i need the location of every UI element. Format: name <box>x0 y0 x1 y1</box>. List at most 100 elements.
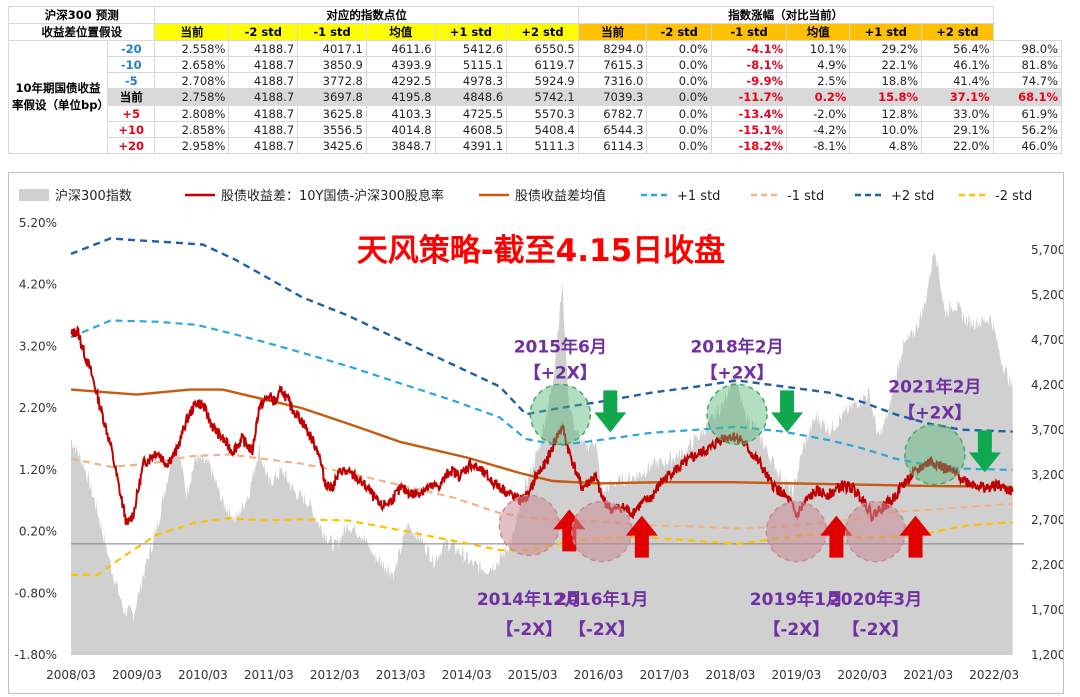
col-header-points: 均值 <box>365 23 436 41</box>
point-cell: 3625.8 <box>297 105 367 122</box>
col-header-points: -1 std <box>297 23 367 41</box>
row-label: 当前 <box>106 88 156 106</box>
point-cell: 4188.7 <box>228 121 299 138</box>
col-header-points: +2 std <box>506 23 579 41</box>
point-cell: 4188.7 <box>228 137 299 154</box>
x-tick-label: 2017/03 <box>640 668 690 682</box>
trough-highlight-circle <box>571 500 633 563</box>
change-cell: -4.1% <box>710 40 788 57</box>
down-arrow-icon <box>968 430 1001 473</box>
col-header-points: +1 std <box>434 23 508 41</box>
y-right-tick-label: 1,200 <box>1031 648 1063 662</box>
y-right-tick-label: 3,200 <box>1031 468 1063 482</box>
change-cell: -18.2% <box>710 137 788 154</box>
legend-label: 股债收益差：10Y国债-沪深300股息率 <box>221 188 444 204</box>
x-tick-label: 2020/03 <box>837 668 887 682</box>
annotation-date: 2019年1月 <box>750 589 843 610</box>
annotation-tag: 【+2X】 <box>898 402 971 423</box>
row-label: +20 <box>106 137 156 154</box>
x-tick-label: 2015/03 <box>508 668 558 682</box>
change-cell: 46.0% <box>992 137 1063 154</box>
y-right-tick-label: 3,700 <box>1031 423 1063 437</box>
annotation-date: 2016年1月 <box>555 589 648 610</box>
point-cell: 4188.7 <box>228 56 299 73</box>
row-yield: 2.808% <box>154 105 230 122</box>
row-label: +10 <box>106 121 156 138</box>
up-arrow-icon <box>899 515 932 558</box>
table-row: -5 2.708% 4188.7 3772.8 4292.5 4978.3 5924.9 73… <box>9 72 1063 89</box>
table-row: 当前 2.758% 4188.7 3697.8 4195.8 4848.6 5742.1 70… <box>9 88 1063 106</box>
change-cell: 0.0% <box>646 56 712 73</box>
change-cell: 0.2% <box>786 88 851 106</box>
row-yield: 2.958% <box>154 137 230 154</box>
y-left-tick-label: 0.20% <box>19 525 57 539</box>
point-cell: 5742.1 <box>506 88 579 106</box>
trough-highlight-circle <box>498 494 561 557</box>
row-yield: 2.658% <box>154 56 230 73</box>
trough-highlight-circle <box>765 500 828 563</box>
point-cell: 8294.0 <box>577 40 648 57</box>
change-cell: 15.8% <box>849 88 923 106</box>
point-cell: 3425.6 <box>297 137 367 154</box>
y-right-tick-label: 4,200 <box>1031 378 1063 392</box>
up-arrow-icon <box>820 515 853 558</box>
point-cell: 5924.9 <box>506 72 579 89</box>
x-tick-label: 2008/03 <box>46 668 96 682</box>
row-label: +5 <box>106 105 156 122</box>
change-cell: 12.8% <box>849 105 923 122</box>
point-cell: 3850.9 <box>297 56 367 73</box>
change-cell: 33.0% <box>921 105 994 122</box>
row-yield: 2.758% <box>154 88 230 106</box>
y-right-tick-label: 5,200 <box>1031 288 1063 302</box>
table-row: +20 2.958% 4188.7 3425.6 3848.7 4391.1 5111.3 6… <box>9 137 1063 154</box>
table-title-left-1: 沪深300 预测 <box>7 6 156 24</box>
row-yield: 2.858% <box>154 121 230 138</box>
peak-highlight-circle <box>904 423 966 486</box>
x-tick-label: 2016/03 <box>574 668 624 682</box>
point-cell: 5115.1 <box>434 56 508 73</box>
point-cell: 4195.8 <box>365 88 436 106</box>
table-row: -10 2.658% 4188.7 3850.9 4393.9 5115.1 6119.7 7… <box>9 56 1063 73</box>
annotation-date: 2018年2月 <box>690 336 783 357</box>
change-cell: 29.2% <box>849 40 923 57</box>
y-right-tick-label: 5,700 <box>1031 243 1063 257</box>
change-cell: 68.1% <box>992 88 1063 106</box>
y-right-tick-label: 2,700 <box>1031 513 1063 527</box>
change-cell: -8.1% <box>786 137 851 154</box>
x-tick-label: 2012/03 <box>310 668 360 682</box>
change-cell: -8.1% <box>710 56 788 73</box>
change-cell: 0.0% <box>646 105 712 122</box>
down-arrow-icon <box>771 390 804 433</box>
point-cell: 5570.3 <box>506 105 579 122</box>
chart-svg: 5.20% 4.20% 3.20% 2.20% 1.20% 0.20% -0.80% -1.8… <box>15 188 1066 682</box>
point-cell: 6114.3 <box>577 137 648 154</box>
y-left-tick-label: -1.80% <box>15 648 57 662</box>
y-left-tick-label: -0.80% <box>15 586 57 600</box>
x-tick-label: 2010/03 <box>178 668 228 682</box>
row-header-assumption: 10年期国债收益率假设（单位bp） <box>8 40 108 154</box>
point-cell: 4978.3 <box>434 72 508 89</box>
chart-title: 天风策略-截至4.15日收盘 <box>357 233 725 269</box>
col-header-change: -2 std <box>646 23 712 41</box>
change-cell: -2.0% <box>786 105 851 122</box>
x-tick-label: 2022/03 <box>969 668 1019 682</box>
legend-label: -1 std <box>787 189 824 204</box>
annotation-tag: 【-2X】 <box>496 619 562 640</box>
change-cell: -9.9% <box>710 72 788 89</box>
change-cell: 0.0% <box>646 121 712 138</box>
change-cell: -15.1% <box>710 121 788 138</box>
point-cell: 3772.8 <box>297 72 367 89</box>
annotation-tag: 【-2X】 <box>763 619 829 640</box>
x-tick-label: 2019/03 <box>771 668 821 682</box>
row-yield: 2.558% <box>154 40 230 57</box>
point-cell: 4611.6 <box>365 40 436 57</box>
annotation-tag: 【-2X】 <box>569 619 635 640</box>
change-cell: 4.8% <box>849 137 923 154</box>
point-cell: 3848.7 <box>365 137 436 154</box>
point-cell: 5111.3 <box>506 137 579 154</box>
spread-line <box>70 324 1014 525</box>
col-header-change: +1 std <box>849 23 923 41</box>
point-cell: 4014.8 <box>365 121 436 138</box>
y-left-tick-label: 1.20% <box>19 463 57 477</box>
change-cell: 98.0% <box>992 40 1063 57</box>
